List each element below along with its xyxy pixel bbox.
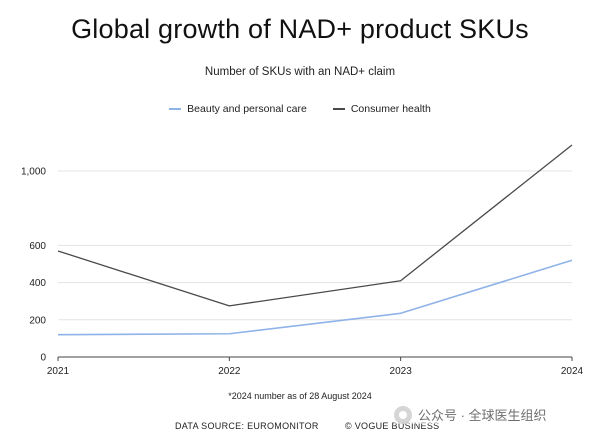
x-tick-label: 2022 bbox=[218, 366, 241, 377]
x-tick-label: 2024 bbox=[561, 366, 584, 377]
series-line-beauty bbox=[57, 259, 573, 336]
legend-item-consumer-health: Consumer health bbox=[332, 103, 431, 115]
legend-item-beauty: Beauty and personal care bbox=[169, 103, 307, 115]
legend: Beauty and personal care Consumer health bbox=[0, 103, 600, 115]
legend-label-beauty: Beauty and personal care bbox=[187, 103, 307, 115]
legend-swatch-beauty bbox=[169, 108, 182, 110]
wechat-icon bbox=[394, 405, 412, 424]
y-tick-label: 600 bbox=[29, 241, 46, 252]
series-line-consumer-health bbox=[57, 144, 573, 307]
watermark: 公众号 · 全球医生组织 bbox=[394, 405, 547, 424]
y-tick-label: 0 bbox=[40, 353, 46, 364]
copyright: © VOGUE BUSINESS bbox=[345, 421, 440, 431]
data-source: DATA SOURCE: EUROMONITOR bbox=[175, 421, 319, 431]
legend-label-consumer-health: Consumer health bbox=[350, 103, 431, 115]
x-tick-label: 2021 bbox=[47, 366, 70, 377]
y-tick-label: 400 bbox=[29, 278, 46, 289]
watermark-text: 公众号 · 全球医生组织 bbox=[418, 408, 547, 423]
chart-title: Global growth of NAD+ product SKUs bbox=[71, 14, 529, 44]
legend-swatch-consumer-health bbox=[332, 108, 345, 110]
y-tick-label: 200 bbox=[29, 315, 46, 326]
y-tick-label: 1,000 bbox=[21, 167, 46, 178]
x-tick-label: 2023 bbox=[390, 366, 413, 377]
chart-subtitle: Number of SKUs with an NAD+ claim bbox=[204, 66, 396, 78]
footnote: *2024 number as of 28 August 2024 bbox=[228, 391, 372, 401]
